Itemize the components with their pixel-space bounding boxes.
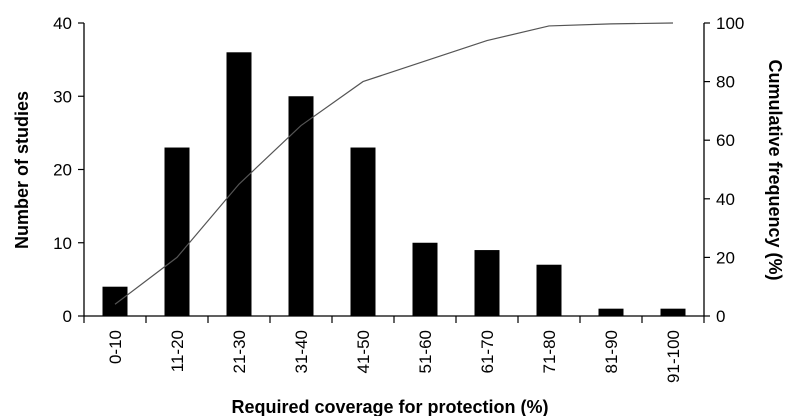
y2-tick-label: 80	[716, 73, 735, 92]
y-tick-label: 30	[53, 87, 72, 106]
line-layer	[114, 22, 674, 305]
bar	[536, 264, 562, 316]
x-tick-label: 51-60	[416, 330, 435, 373]
x-tick-label: 91-100	[664, 330, 683, 383]
y2-tick-label: 100	[716, 14, 744, 33]
bar	[350, 147, 376, 316]
cumulative-line	[114, 22, 674, 305]
labels-layer: Required coverage for protection (%) Num…	[12, 59, 785, 416]
bars-layer	[102, 52, 686, 317]
y-tick-label: 20	[53, 161, 72, 180]
y2-tick-label: 40	[716, 190, 735, 209]
y2-tick-label: 20	[716, 248, 735, 267]
y-tick-label: 40	[53, 14, 72, 33]
bar	[474, 250, 500, 316]
x-tick-label: 41-50	[354, 330, 373, 373]
bar	[660, 308, 686, 316]
y2-tick-label: 60	[716, 131, 735, 150]
y2-tick-label: 0	[716, 307, 725, 326]
x-axis-title: Required coverage for protection (%)	[231, 397, 548, 416]
bar	[598, 308, 624, 316]
x-tick-label: 21-30	[230, 330, 249, 373]
bar	[288, 96, 314, 316]
x-tick-label: 31-40	[292, 330, 311, 373]
x-tick-label: 61-70	[478, 330, 497, 373]
x-tick-label: 11-20	[168, 330, 187, 372]
y-tick-label: 0	[63, 307, 72, 326]
y-axis-title: Number of studies	[12, 91, 32, 249]
axes-layer: 0 10 20 30 40 0 20 40 60 80 100 0-10 11-20 21-30 31-40…	[53, 14, 744, 383]
y-tick-label: 10	[53, 234, 72, 253]
x-tick-label: 0-10	[106, 330, 125, 364]
bar	[164, 147, 190, 316]
x-tick-label: 81-90	[602, 330, 621, 373]
bar	[102, 286, 128, 316]
bar	[412, 242, 438, 316]
y2-axis-title: Cumulative frequency (%)	[765, 59, 785, 280]
x-tick-label: 71-80	[540, 330, 559, 373]
